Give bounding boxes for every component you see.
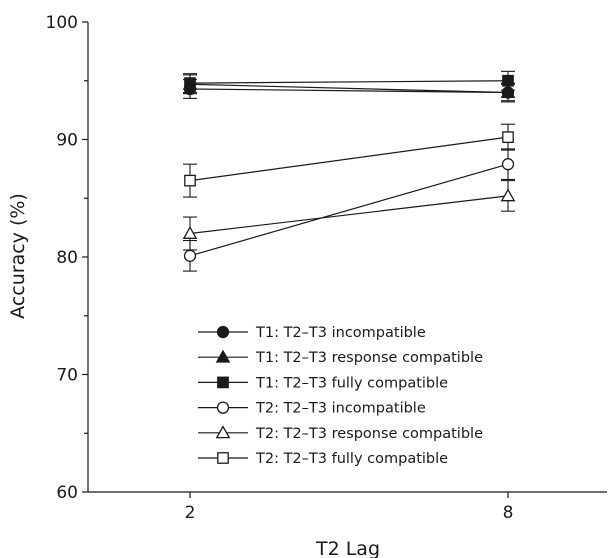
series-line xyxy=(189,83,509,94)
series-line xyxy=(189,80,509,84)
legend-item: T1: T2–T3 fully compatible xyxy=(198,375,448,391)
legend-label: T2: T2–T3 incompatible xyxy=(255,401,426,417)
legend-item: T1: T2–T3 incompatible xyxy=(198,325,426,341)
series-line xyxy=(189,195,509,235)
data-point-square xyxy=(184,174,196,187)
series-line xyxy=(189,163,509,257)
x-axis-label: T2 Lag xyxy=(315,538,380,558)
legend-marker-triangle xyxy=(215,349,231,363)
series-t2-t2-t3-fully-compatible xyxy=(183,123,515,198)
data-point-circle xyxy=(183,249,197,262)
y-axis-label: Accuracy (%) xyxy=(7,193,29,319)
legend-label: T2: T2–T3 response compatible xyxy=(255,426,483,442)
legend-label: T1: T2–T3 fully compatible xyxy=(255,375,448,391)
data-point-triangle xyxy=(500,188,516,202)
y-tick-label: 80 xyxy=(56,248,78,268)
legend-marker-circle xyxy=(216,325,230,339)
plot-area xyxy=(182,70,516,272)
data-point-square xyxy=(502,131,514,143)
legend-item: T2: T2–T3 response compatible xyxy=(198,425,483,442)
axes: 60 70 80 90 100 2 8 xyxy=(46,13,607,523)
data-point-circle xyxy=(501,158,515,171)
series-line xyxy=(189,88,509,94)
series-t1-t2-t3-response-compatible xyxy=(182,74,516,103)
legend-label: T1: T2–T3 response compatible xyxy=(255,350,483,366)
legend-item: T2: T2–T3 incompatible xyxy=(198,401,426,417)
legend-marker-triangle xyxy=(215,425,231,439)
data-point-triangle xyxy=(500,84,516,98)
series-t2-t2-t3-incompatible xyxy=(183,148,515,272)
x-tick-label: 8 xyxy=(503,503,514,523)
legend-marker-circle xyxy=(216,401,230,414)
data-point-square xyxy=(502,74,514,87)
y-tick-label: 70 xyxy=(56,366,78,386)
legend-item: T1: T2–T3 response compatible xyxy=(198,349,483,366)
legend-item: T2: T2–T3 fully compatible xyxy=(198,451,448,467)
y-tick-label: 100 xyxy=(46,13,78,33)
legend-label: T2: T2–T3 fully compatible xyxy=(255,451,448,467)
series-t1-t2-t3-fully-compatible xyxy=(183,70,515,94)
legend-marker-square xyxy=(217,376,229,389)
series-line xyxy=(189,136,509,182)
y-tick-label: 90 xyxy=(56,131,78,151)
legend: T1: T2–T3 incompatible T1: T2–T3 response… xyxy=(198,325,483,467)
data-point-triangle xyxy=(182,225,198,239)
legend-marker-square xyxy=(217,452,229,464)
legend-label: T1: T2–T3 incompatible xyxy=(255,325,426,341)
y-tick-label: 60 xyxy=(56,483,78,503)
x-tick-label: 2 xyxy=(185,503,196,523)
data-point-square xyxy=(184,77,196,89)
series-t2-t2-t3-response-compatible xyxy=(182,180,516,251)
